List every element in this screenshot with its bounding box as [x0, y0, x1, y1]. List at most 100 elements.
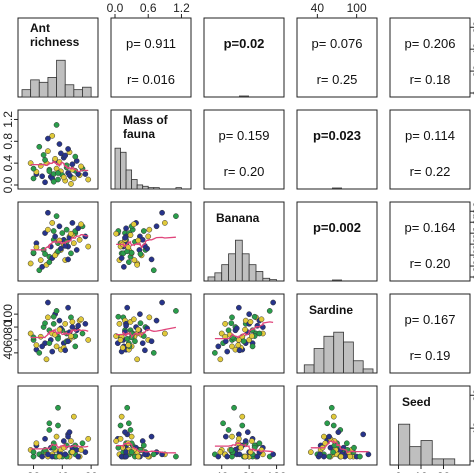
panel-frame-r3-c2 [203, 293, 285, 374]
histogram-bar-2-2 [221, 264, 229, 282]
scatter-point-r4-c0-34 [46, 420, 53, 427]
histogram-bar-2-7 [255, 271, 264, 282]
scatter-point-r1-c0-43 [72, 153, 79, 160]
scatter-point-r3-c1-31 [150, 350, 157, 356]
right-tick-label-r2-1: 20 [471, 259, 474, 273]
scatter-point-r1-c0-37 [55, 170, 61, 176]
histogram-bar-3-0 [303, 364, 315, 374]
scatter-point-r4-c1-7 [127, 427, 134, 433]
scatter-point-r4-c0-49 [30, 449, 37, 455]
scatter-point-r4-c0-24 [70, 413, 77, 420]
scatter-point-r4-c0-28 [79, 440, 86, 447]
scatter-point-r1-c0-54 [68, 181, 74, 187]
scatter-point-r4-c3-41 [335, 429, 342, 436]
scatter-point-r3-c0-31 [36, 350, 43, 356]
right-tick-label-r2-6: 120 [471, 201, 474, 221]
scatter-point-r2-c1-55 [137, 251, 144, 257]
left-tick-label-r1-3: 1.2 [1, 111, 15, 128]
scatter-point-r4-c2-44 [254, 453, 261, 460]
scatter-point-r2-c0-23 [69, 220, 76, 226]
scatter-point-r4-c0-54 [68, 438, 74, 444]
scatter-point-r4-c3-20 [360, 431, 367, 438]
top-tick-label-c1-2: 1.2 [173, 1, 190, 15]
scatter-point-r4-c3-33 [307, 449, 314, 455]
scatter-point-r3-c2-40 [240, 338, 247, 345]
scatter-point-r2-c0-27 [76, 236, 83, 243]
r-value-r0-c3: r= 0.25 [317, 72, 358, 87]
scatter-point-r2-c0-45 [78, 221, 84, 228]
scatter-point-r3-c2-51 [242, 326, 248, 333]
scatter-point-r3-c0-45 [78, 316, 84, 323]
scatter-point-r1-c0-53 [62, 152, 69, 159]
p-value-r1-c3: p=0.023 [313, 128, 361, 143]
scatter-point-r3-c1-33 [134, 356, 141, 363]
histogram-bar-1-1 [120, 151, 127, 190]
histogram-bar-3-2 [323, 335, 335, 374]
scatter-point-r2-c0-48 [33, 244, 40, 251]
bottom-tick-label-c0-0: 20 [27, 470, 41, 473]
scatter-point-r3-c2-20 [236, 304, 242, 311]
scatter-point-r1-c0-29 [82, 171, 89, 177]
histogram-bar-1-2 [125, 169, 133, 190]
histogram-bar-0-2 [38, 81, 49, 98]
scatter-point-r4-c1-43 [140, 442, 147, 449]
panel-frame-r1-c4 [389, 109, 471, 190]
scatter-point-r4-c0-17 [60, 438, 67, 444]
panel-frame-r3-c0 [17, 293, 99, 374]
histogram-bar-3-5 [352, 360, 364, 374]
scatter-point-r1-c0-36 [52, 155, 58, 162]
scatter-point-r3-c2-0 [218, 330, 225, 337]
scatter-point-r3-c1-14 [153, 317, 160, 324]
scatter-point-r4-c3-13 [330, 422, 337, 429]
scatter-point-r3-c1-6 [146, 314, 153, 321]
scatter-point-r3-c1-53 [142, 347, 148, 354]
p-value-r0-c2: p=0.02 [224, 36, 265, 51]
scatter-point-r2-c1-42 [127, 232, 134, 238]
scatter-point-r3-c0-35 [49, 348, 56, 355]
panel-frame-r4-c0 [17, 385, 99, 466]
scatter-point-r4-c3-52 [351, 444, 357, 451]
top-tick-label-c3-0: 40 [311, 1, 325, 15]
scatter-point-r4-c0-47 [45, 451, 51, 458]
right-tick-label-r2-2: 40 [471, 248, 474, 262]
scatter-point-r3-c2-35 [224, 348, 231, 355]
panel-frame-r4-c2 [203, 385, 285, 466]
scatter-point-r2-c0-34 [46, 259, 53, 265]
top-tick-label-c1-1: 0.6 [140, 1, 157, 15]
right-tick-label-r4-2: 20 [471, 388, 474, 402]
var-label-0-1: richness [30, 35, 80, 49]
smoother-line-r3-c2 [214, 321, 274, 340]
var-label-1-0: Mass of [123, 113, 169, 127]
scatter-point-r3-c1-11 [137, 311, 143, 317]
scatter-point-r1-c0-34 [46, 168, 53, 175]
histogram-bar-4-2 [420, 440, 433, 466]
histogram-bar-1-11 [175, 187, 182, 190]
r-value-r1-c4: r= 0.22 [410, 164, 451, 179]
scatter-point-r2-c0-54 [68, 230, 74, 237]
scatter-point-r2-c1-45 [130, 221, 137, 228]
scatter-point-r3-c1-45 [130, 316, 137, 323]
histogram-bar-2-5 [241, 253, 250, 282]
panel-frame-r2-c1 [110, 201, 192, 282]
scatter-point-r3-c0-32 [39, 343, 46, 350]
bottom-tick-label-c0-2: 60 [84, 470, 98, 473]
scatter-point-r3-c2-55 [228, 320, 235, 327]
bottom-tick-label-c4-2: 20 [437, 470, 451, 473]
histogram-bar-0-7 [82, 86, 92, 98]
scatter-point-r3-c1-44 [123, 322, 129, 329]
scatter-point-r4-c3-24 [330, 413, 337, 420]
histogram-bar-3-1 [313, 348, 325, 374]
scatter-point-r4-c0-5 [42, 435, 48, 442]
scatter-point-r3-c2-28 [256, 330, 263, 337]
scatter-point-r4-c0-7 [46, 427, 53, 433]
histogram-bar-2-1 [214, 272, 223, 282]
scatter-point-r1-c0-4 [40, 152, 47, 158]
right-tick-label-r0-0: 0 [471, 89, 474, 96]
p-value-r0-c1: p= 0.911 [126, 36, 176, 51]
scatter-point-r3-c1-51 [135, 326, 142, 333]
scatter-point-r4-c2-53 [236, 451, 243, 458]
left-tick-label-r1-1: 0.4 [1, 154, 15, 171]
scatter-point-r3-c2-52 [251, 313, 258, 320]
scatter-point-r4-c2-50 [222, 433, 229, 440]
smoother-line-r4-c3 [310, 439, 369, 454]
